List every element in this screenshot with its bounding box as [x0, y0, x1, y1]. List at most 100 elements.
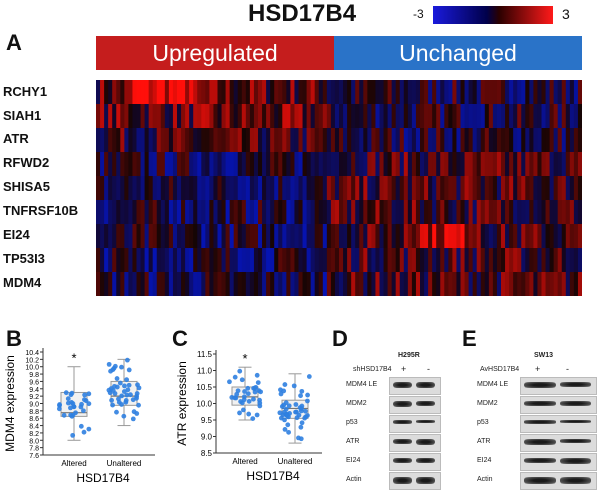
- heatmap-cell: [128, 200, 133, 225]
- heatmap-cell: [213, 248, 218, 273]
- heatmap-cell: [359, 152, 364, 177]
- heatmap-cell: [363, 104, 368, 129]
- heatmap-cell: [464, 152, 470, 177]
- heatmap-cell: [274, 248, 279, 273]
- heatmap-cell: [517, 128, 522, 153]
- protein-band: [416, 401, 435, 406]
- heatmap-cell: [258, 128, 263, 153]
- heatmap-cell: [424, 176, 429, 201]
- heatmap-cell: [411, 104, 417, 129]
- heatmap-cell: [452, 152, 457, 177]
- heatmap-cell: [278, 80, 283, 105]
- heatmap-cell: [577, 104, 582, 129]
- heatmap-cell: [294, 248, 299, 273]
- heatmap-cell: [253, 248, 259, 273]
- heatmap-cell: [112, 128, 117, 153]
- heatmap-cell: [229, 80, 235, 105]
- heatmap-cell: [108, 128, 113, 153]
- protein-band: [524, 477, 556, 484]
- heatmap-cell: [278, 272, 283, 296]
- heatmap-cell: [501, 80, 506, 105]
- heatmap-cell: [351, 128, 356, 153]
- heatmap-cell: [128, 272, 133, 296]
- blot-strip: [520, 453, 597, 471]
- heatmap-cell: [104, 176, 109, 201]
- heatmap-cell: [565, 272, 571, 296]
- heatmap-cell: [96, 176, 101, 201]
- heatmap-cell: [436, 272, 441, 296]
- heatmap-cell: [432, 128, 437, 153]
- heatmap-cell: [549, 104, 555, 129]
- heatmap-cell: [428, 272, 433, 296]
- heatmap-cell: [132, 272, 137, 296]
- heatmap-cell: [440, 272, 445, 296]
- heatmap-cell: [294, 224, 299, 249]
- heatmap-cell: [496, 176, 502, 201]
- heatmap-cell: [505, 224, 510, 249]
- heatmap-cell: [573, 272, 579, 296]
- panel-b-label: B: [6, 326, 22, 351]
- heatmap-cell: [322, 152, 328, 177]
- heatmap-cell: [347, 224, 352, 249]
- heatmap-cell: [326, 200, 332, 225]
- heatmap-cell: [116, 224, 121, 249]
- heatmap-cell: [339, 152, 344, 177]
- protein-band: [559, 439, 591, 443]
- protein-band: [393, 401, 412, 407]
- data-point: [78, 423, 84, 429]
- heatmap-cell: [428, 152, 433, 177]
- heatmap-cell: [116, 272, 121, 296]
- heatmap-cell: [496, 224, 502, 249]
- heatmap-cell: [156, 104, 162, 129]
- heatmap-cell: [375, 200, 380, 225]
- heatmap-cell: [476, 128, 482, 153]
- heatmap-cell: [262, 80, 267, 105]
- heatmap-cell: [318, 176, 324, 201]
- heatmap-cell: [561, 80, 567, 105]
- sign-plus: +: [535, 364, 541, 374]
- heatmap-cell: [565, 80, 571, 105]
- heatmap-cell: [521, 104, 526, 129]
- heatmap-cell: [266, 104, 271, 129]
- heatmap-cell: [262, 200, 267, 225]
- heatmap-cell: [476, 224, 482, 249]
- heatmap-cell: [407, 128, 413, 153]
- heatmap-cell: [156, 128, 162, 153]
- heatmap-cell: [245, 128, 251, 153]
- heatmap-cell: [501, 128, 506, 153]
- heatmap-cell: [456, 104, 461, 129]
- heatmap-cell: [379, 104, 385, 129]
- x-axis-label: HSD17B4: [76, 471, 130, 485]
- protein-band: [524, 401, 556, 406]
- heatmap-cell: [298, 200, 304, 225]
- heatmap-cell: [152, 176, 158, 201]
- heatmap-cell: [343, 128, 348, 153]
- heatmap-cell: [168, 152, 174, 177]
- heatmap-cell: [444, 152, 449, 177]
- heatmap-cell: [189, 176, 194, 201]
- heatmap-cell: [294, 104, 299, 129]
- heatmap-cell: [213, 80, 218, 105]
- heatmap-cell: [496, 248, 502, 273]
- heatmap-cell: [529, 248, 534, 273]
- heatmap-cell: [168, 104, 174, 129]
- heatmap-cell: [274, 80, 279, 105]
- data-point: [298, 436, 304, 442]
- heatmap-cell: [128, 224, 133, 249]
- heatmap-cell: [375, 128, 380, 153]
- data-point: [125, 387, 131, 393]
- heatmap-cell: [258, 176, 263, 201]
- heatmap-cell: [424, 104, 429, 129]
- heatmap-cell: [436, 200, 441, 225]
- heatmap-cell: [355, 80, 360, 105]
- heatmap-cell: [253, 200, 259, 225]
- heatmap-cell: [201, 104, 206, 129]
- heatmap-cell: [310, 176, 316, 201]
- heatmap-cell: [221, 200, 227, 225]
- heatmap-cell: [367, 224, 372, 249]
- heatmap-cell: [156, 176, 162, 201]
- heatmap-cell: [128, 152, 133, 177]
- heatmap-cell: [565, 104, 571, 129]
- heatmap-cell: [363, 152, 368, 177]
- color-scale-bar: [433, 6, 553, 24]
